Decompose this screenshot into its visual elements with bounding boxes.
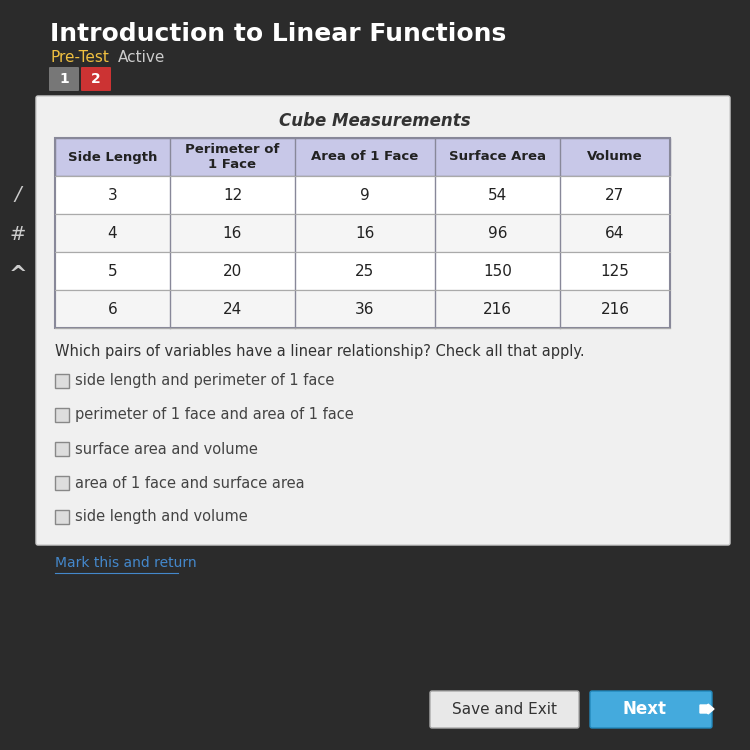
Text: 9: 9 (360, 188, 370, 202)
FancyBboxPatch shape (55, 510, 69, 524)
Text: surface area and volume: surface area and volume (75, 442, 258, 457)
Text: 16: 16 (223, 226, 242, 241)
Text: 16: 16 (356, 226, 375, 241)
FancyBboxPatch shape (590, 691, 712, 728)
FancyArrow shape (700, 704, 714, 714)
FancyBboxPatch shape (55, 252, 670, 290)
Text: Area of 1 Face: Area of 1 Face (311, 151, 419, 164)
FancyBboxPatch shape (55, 214, 670, 252)
Text: 20: 20 (223, 263, 242, 278)
Text: #: # (10, 226, 26, 245)
Text: Which pairs of variables have a linear relationship? Check all that apply.: Which pairs of variables have a linear r… (55, 344, 585, 359)
Text: side length and volume: side length and volume (75, 509, 248, 524)
Text: 27: 27 (605, 188, 625, 202)
Text: 2: 2 (92, 72, 100, 86)
FancyBboxPatch shape (49, 67, 79, 91)
Text: Mark this and return: Mark this and return (55, 556, 196, 570)
FancyBboxPatch shape (55, 408, 69, 422)
Text: 64: 64 (605, 226, 625, 241)
FancyBboxPatch shape (36, 96, 730, 545)
Text: Perimeter of
1 Face: Perimeter of 1 Face (185, 143, 280, 171)
Text: Save and Exit: Save and Exit (452, 701, 556, 716)
Text: perimeter of 1 face and area of 1 face: perimeter of 1 face and area of 1 face (75, 407, 354, 422)
Text: 150: 150 (483, 263, 512, 278)
Text: 24: 24 (223, 302, 242, 316)
Text: 54: 54 (488, 188, 507, 202)
Text: area of 1 face and surface area: area of 1 face and surface area (75, 476, 304, 490)
Text: Cube Measurements: Cube Measurements (279, 112, 471, 130)
Text: Side Length: Side Length (68, 151, 158, 164)
FancyBboxPatch shape (55, 290, 670, 328)
Text: 216: 216 (601, 302, 629, 316)
FancyBboxPatch shape (430, 691, 579, 728)
Text: 5: 5 (108, 263, 117, 278)
FancyBboxPatch shape (55, 138, 670, 176)
Text: 36: 36 (356, 302, 375, 316)
FancyBboxPatch shape (55, 442, 69, 456)
Text: ^: ^ (9, 265, 27, 285)
Text: 3: 3 (108, 188, 117, 202)
Text: Volume: Volume (587, 151, 643, 164)
Text: 96: 96 (488, 226, 507, 241)
Text: /: / (15, 185, 21, 205)
FancyBboxPatch shape (55, 374, 69, 388)
Text: side length and perimeter of 1 face: side length and perimeter of 1 face (75, 374, 334, 388)
Text: 216: 216 (483, 302, 512, 316)
Bar (55, 138, 670, 328)
Text: 25: 25 (356, 263, 375, 278)
Text: 4: 4 (108, 226, 117, 241)
Text: 1: 1 (59, 72, 69, 86)
Text: Pre-Test: Pre-Test (50, 50, 109, 65)
FancyBboxPatch shape (81, 67, 111, 91)
Text: 12: 12 (223, 188, 242, 202)
Text: 125: 125 (601, 263, 629, 278)
FancyBboxPatch shape (55, 176, 670, 214)
Text: Active: Active (118, 50, 165, 65)
Text: 6: 6 (108, 302, 117, 316)
Text: Next: Next (623, 700, 667, 718)
FancyBboxPatch shape (55, 476, 69, 490)
Text: Introduction to Linear Functions: Introduction to Linear Functions (50, 22, 506, 46)
Text: Surface Area: Surface Area (449, 151, 546, 164)
